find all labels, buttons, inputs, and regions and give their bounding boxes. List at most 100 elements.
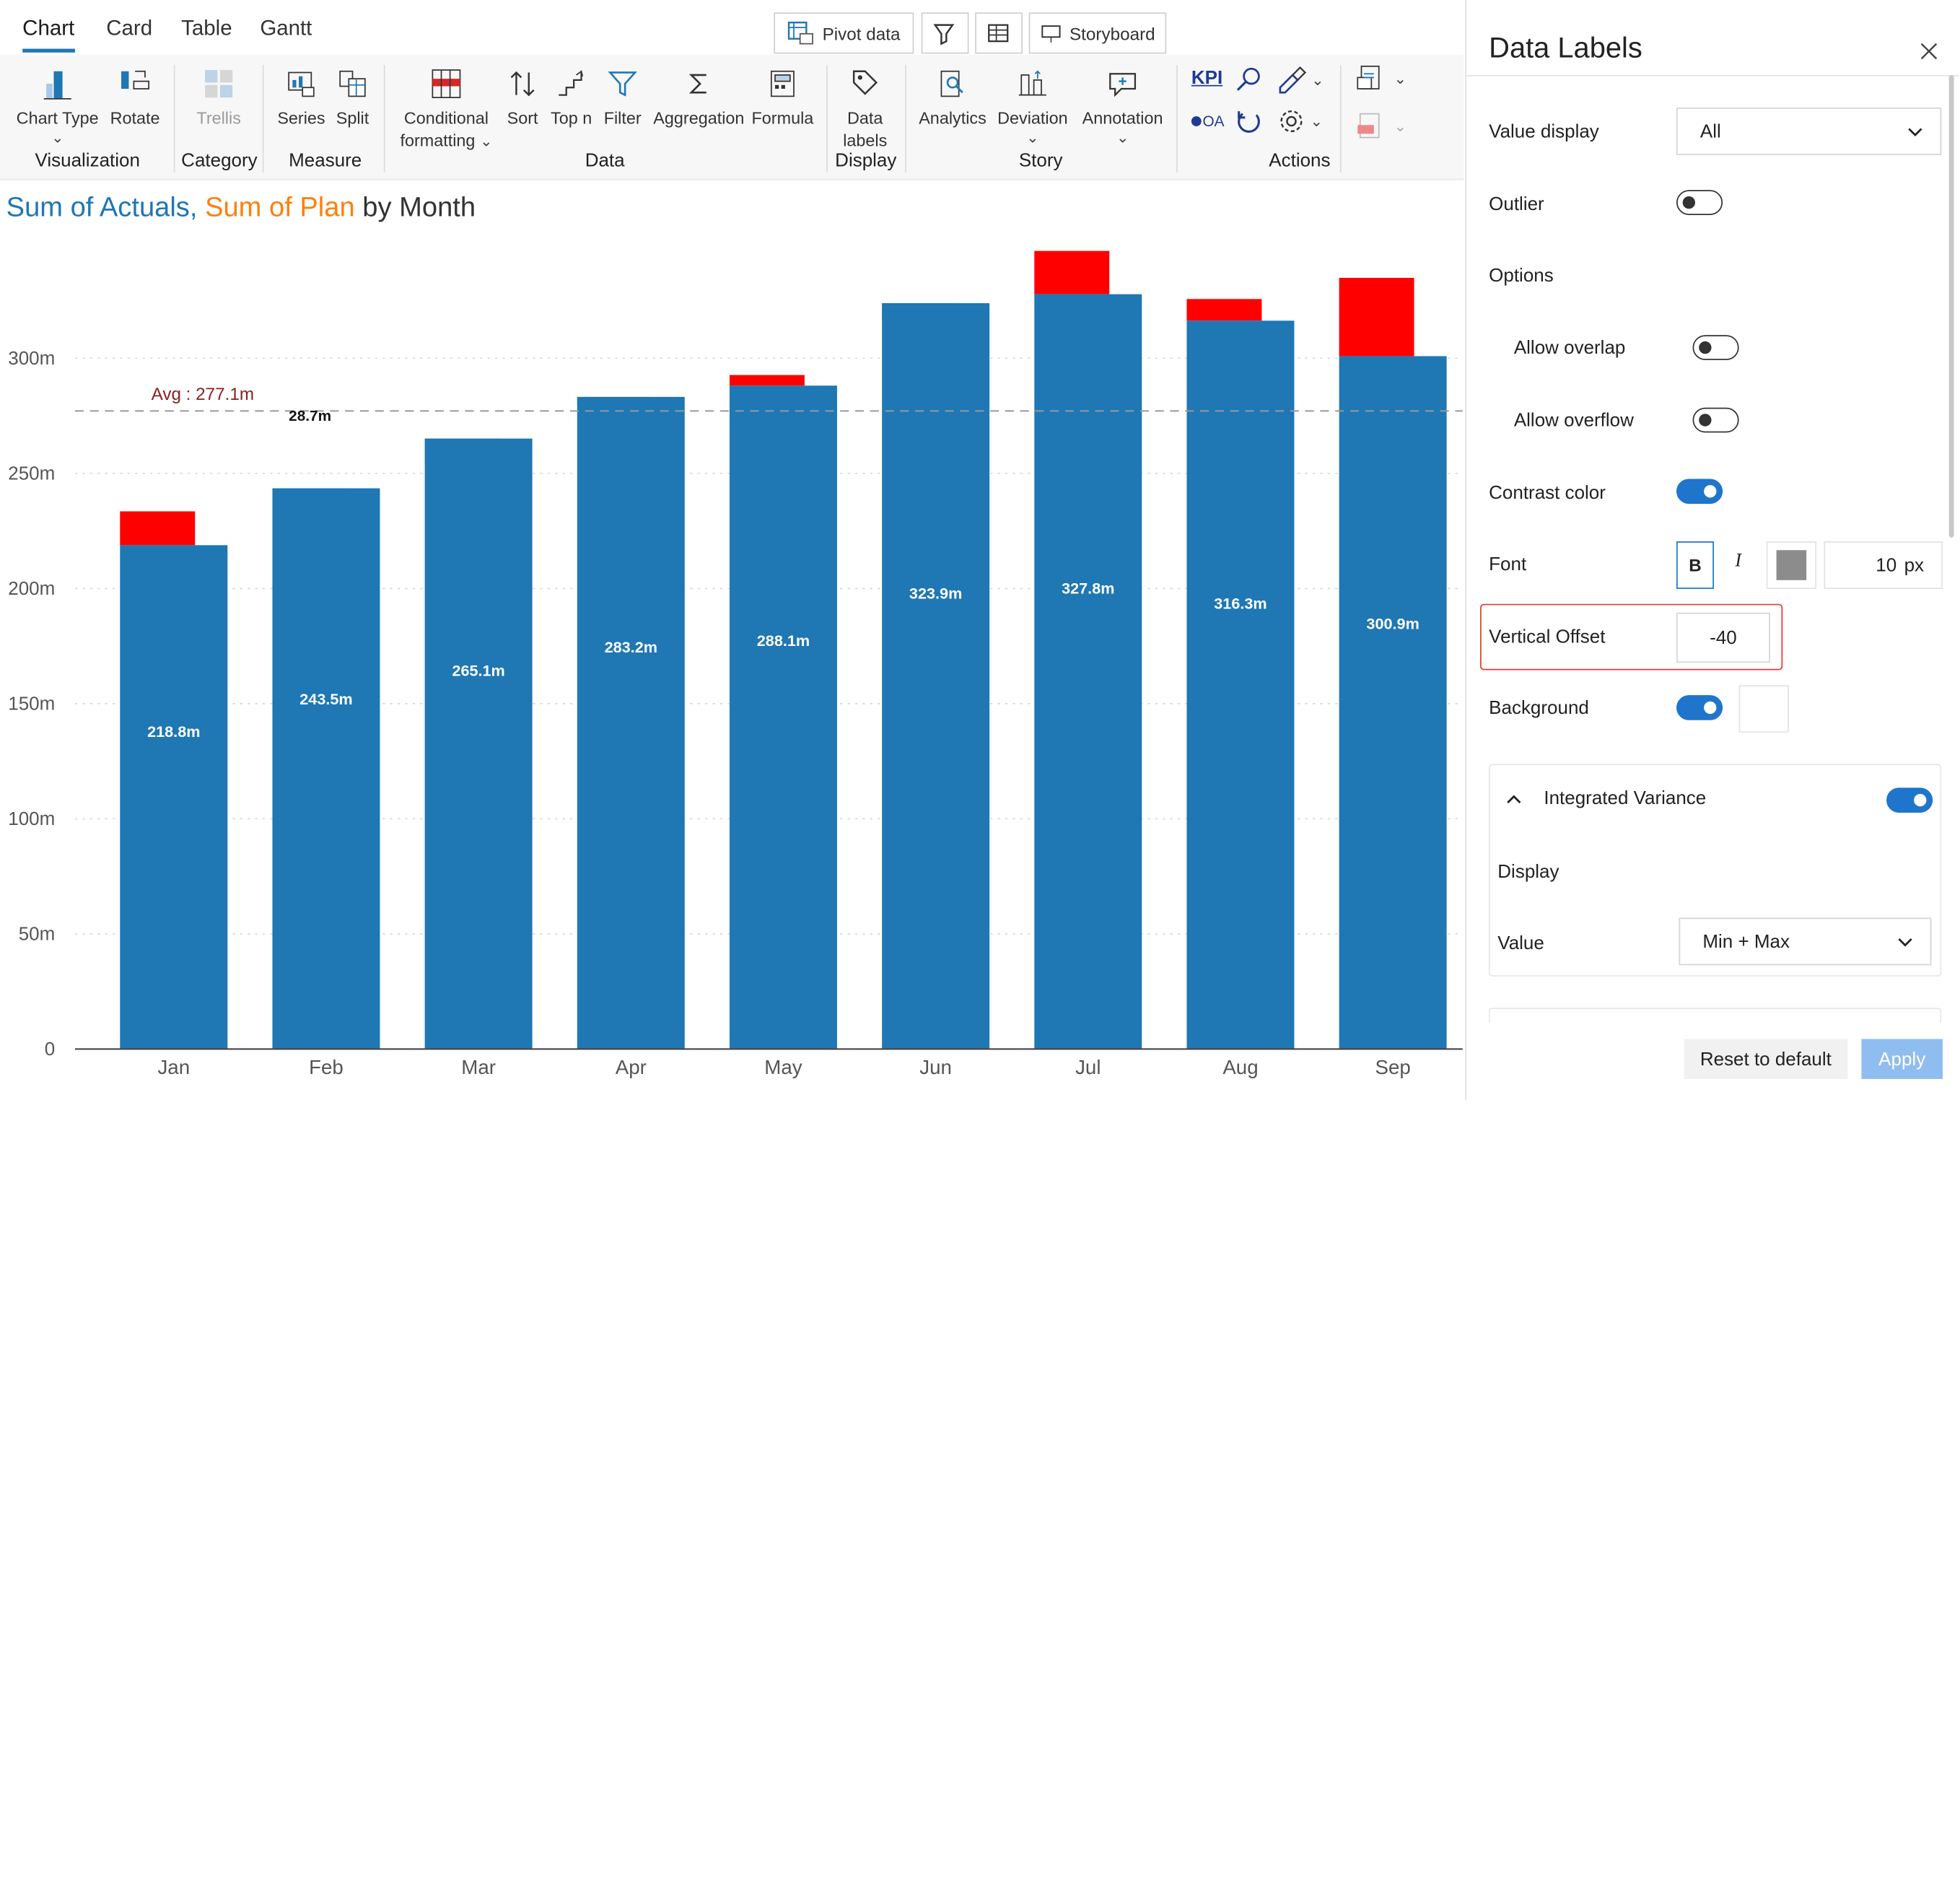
variance-value-select[interactable]: Min + Max	[1679, 917, 1932, 966]
pivot-data-button[interactable]: Pivot data	[774, 12, 914, 54]
variance-bar	[1186, 299, 1262, 321]
x-tick-label: Feb	[309, 1056, 344, 1078]
filter-funnel-button[interactable]	[921, 12, 969, 54]
pdf-icon	[1357, 113, 1380, 139]
font-color-picker[interactable]	[1766, 541, 1817, 589]
refresh-button[interactable]	[1235, 108, 1263, 141]
export-button[interactable]: ⌄	[1354, 63, 1406, 95]
bold-button[interactable]: B	[1676, 541, 1714, 589]
background-color-picker[interactable]	[1738, 685, 1789, 733]
kpi-button[interactable]: KPI	[1191, 67, 1223, 89]
apply-button[interactable]: Apply	[1861, 1039, 1943, 1079]
ribbon-divider	[173, 65, 175, 173]
title-plan: Sum of Plan	[205, 191, 355, 223]
y-tick-label: 0	[45, 1038, 55, 1060]
allow-overflow-toggle[interactable]	[1692, 407, 1739, 433]
sort-button[interactable]: Sort	[502, 60, 542, 130]
chart-type-button[interactable]: Chart Type ⌄	[15, 60, 100, 145]
funnel-settings-icon	[933, 23, 955, 45]
x-tick-label: Jan	[157, 1056, 190, 1078]
y-tick-label: 200m	[8, 577, 55, 599]
variance-bar	[1339, 277, 1414, 357]
storyboard-icon	[1041, 25, 1061, 43]
data-label: 300.9m	[1366, 615, 1419, 633]
tab-chart[interactable]: Chart	[22, 16, 75, 53]
average-label: Avg : 277.1m	[152, 385, 254, 404]
chevron-down-icon: ⌄	[1116, 128, 1129, 147]
vertical-offset-input[interactable]: -40	[1676, 612, 1770, 663]
rotate-button[interactable]: Rotate	[105, 60, 165, 130]
top-n-button[interactable]: Top n	[546, 60, 596, 130]
split-button[interactable]: Split	[330, 60, 375, 130]
reset-to-default-button[interactable]: Reset to default	[1684, 1039, 1848, 1079]
data-label: 283.2m	[605, 638, 657, 656]
variance-bar	[120, 511, 196, 546]
chevron-down-icon: ⌄	[1026, 128, 1039, 147]
chevron-down-icon: ⌄	[479, 132, 493, 150]
background-toggle[interactable]	[1676, 695, 1723, 720]
aggregation-button[interactable]: Aggregation	[649, 60, 749, 130]
storyboard-button[interactable]: Storyboard	[1028, 12, 1167, 54]
title-actuals: Sum of Actuals,	[6, 191, 198, 223]
edit-table-button[interactable]	[975, 12, 1023, 54]
average-extra-label: 28.7m	[289, 408, 331, 424]
font-size-input[interactable]: 10 px	[1824, 541, 1943, 589]
variance-bar-chart: 0 50m 100m 150m 200m 250m 300m 218.8m Jan 243.5m F…	[8, 250, 1463, 1078]
variance-bar	[1034, 250, 1110, 294]
data-label: 243.5m	[299, 690, 352, 708]
x-tick-label: May	[764, 1056, 802, 1078]
chevron-up-icon[interactable]	[1505, 790, 1523, 808]
outlier-label: Outlier	[1489, 193, 1544, 215]
outlier-toggle[interactable]	[1676, 190, 1723, 215]
italic-button[interactable]: I	[1735, 551, 1742, 572]
actual-bar	[882, 303, 990, 1049]
table-edit-icon	[988, 23, 1009, 42]
contrast-color-toggle[interactable]	[1676, 479, 1723, 505]
chevron-down-icon	[1908, 128, 1922, 137]
integrated-variance-toggle[interactable]	[1886, 787, 1933, 813]
theme-button[interactable]: ⌄	[1277, 65, 1324, 95]
color-swatch	[1776, 550, 1807, 580]
oa-button[interactable]: OA	[1191, 113, 1225, 130]
panel-title: Data Labels	[1489, 31, 1642, 64]
chart-area: Chart Card Table Gantt Pivot data Storyb…	[0, 0, 1464, 1101]
trellis-button[interactable]: Trellis	[188, 60, 250, 130]
filter-icon	[608, 71, 637, 97]
data-labels-button[interactable]: Data labels	[834, 60, 896, 152]
data-labels-panel: Data Labels Value display All Outlier Op…	[1465, 0, 1959, 1101]
conditional-formatting-button[interactable]: Conditional formatting ⌄	[393, 60, 500, 152]
chevron-down-icon: ⌄	[51, 128, 64, 147]
x-tick-label: Aug	[1222, 1056, 1258, 1078]
analytics-button[interactable]: Analytics	[914, 60, 991, 130]
top-n-icon	[559, 70, 584, 96]
x-tick-label: Jun	[919, 1056, 952, 1078]
filter-button[interactable]: Filter	[600, 60, 645, 130]
x-tick-label: Jul	[1075, 1056, 1101, 1078]
panel-scrollbar[interactable]	[1948, 74, 1954, 538]
data-label: 327.8m	[1062, 580, 1114, 598]
tab-table[interactable]: Table	[181, 16, 232, 40]
data-label: 265.1m	[452, 662, 504, 680]
tab-gantt[interactable]: Gantt	[260, 16, 312, 40]
group-label-measure: Measure	[289, 149, 362, 172]
ribbon-divider	[905, 65, 906, 173]
allow-overlap-toggle[interactable]	[1692, 335, 1739, 360]
close-button[interactable]	[1919, 41, 1939, 67]
search-button[interactable]	[1234, 65, 1264, 101]
ribbon-divider	[383, 65, 385, 173]
deviation-button[interactable]: Deviation ⌄	[994, 60, 1071, 145]
formula-button[interactable]: Formula	[750, 60, 815, 130]
vertical-offset-highlight	[1480, 603, 1783, 671]
pdf-export-button[interactable]: ⌄	[1354, 110, 1406, 142]
background-label: Background	[1489, 697, 1589, 720]
annotation-button[interactable]: Annotation ⌄	[1077, 60, 1169, 145]
settings-button[interactable]: ⌄	[1277, 108, 1323, 135]
actual-bar	[120, 545, 228, 1049]
series-button[interactable]: Series	[275, 60, 328, 130]
y-tick-label: 50m	[19, 923, 56, 945]
tab-card[interactable]: Card	[106, 16, 153, 40]
gear-icon	[1280, 110, 1303, 133]
allow-overlap-label: Allow overlap	[1513, 337, 1626, 359]
value-display-select[interactable]: All	[1676, 107, 1942, 155]
group-label-category: Category	[181, 149, 258, 172]
